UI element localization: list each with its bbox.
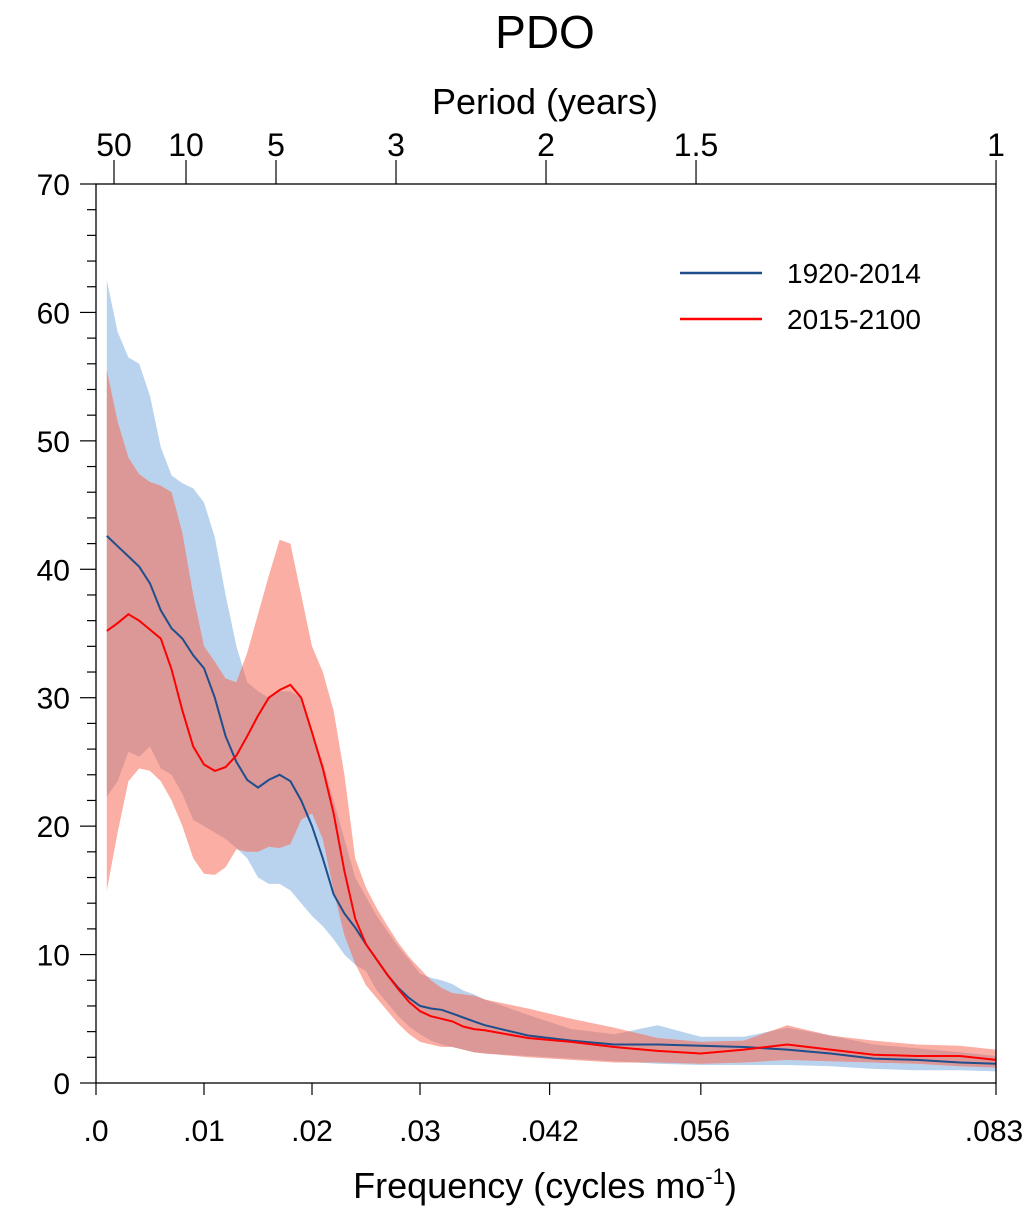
top-tick-label: 5 [267,127,285,163]
x-axis-label: Frequency (cycles mo-1) [353,1164,737,1206]
y-tick-label: 60 [37,297,70,330]
legend-label: 2015-2100 [787,304,921,335]
x-tick-label: .042 [520,1115,578,1148]
legend-label: 1920-2014 [787,258,921,289]
x-tick-label: .0 [83,1115,108,1148]
x-tick-label: .02 [291,1115,333,1148]
x-tick-label: .01 [183,1115,225,1148]
line-2015-2100 [106,612,996,1061]
top-tick-label: 1.5 [674,127,718,163]
top-axis-label: Period (years) [432,81,658,122]
x-tick-label: .03 [399,1115,441,1148]
top-tick-label: 50 [96,127,132,163]
legend: 1920-2014 2015-2100 [680,258,921,335]
y-tick-label: 20 [37,811,70,844]
y-tick-label: 50 [37,426,70,459]
top-tick-label: 10 [168,127,204,163]
band-1920-2014 [106,280,996,1072]
x-tick-label: .083 [965,1115,1023,1148]
y-tick-label: 30 [37,683,70,716]
top-tick-label: 2 [537,127,555,163]
x-axis-label-superscript: -1 [705,1164,725,1189]
y-tick-label: 10 [37,940,70,973]
line-1920-2014 [106,535,996,1065]
y-tick-label: 40 [37,554,70,587]
top-tick-label: 3 [387,127,405,163]
band-overlap [106,370,996,1068]
y-tick-label: 0 [53,1068,70,1101]
y-tick-label: 70 [37,169,70,202]
top-tick-label: 1 [987,127,1005,163]
chart-title: PDO [495,6,595,58]
x-tick-label: .056 [672,1115,730,1148]
